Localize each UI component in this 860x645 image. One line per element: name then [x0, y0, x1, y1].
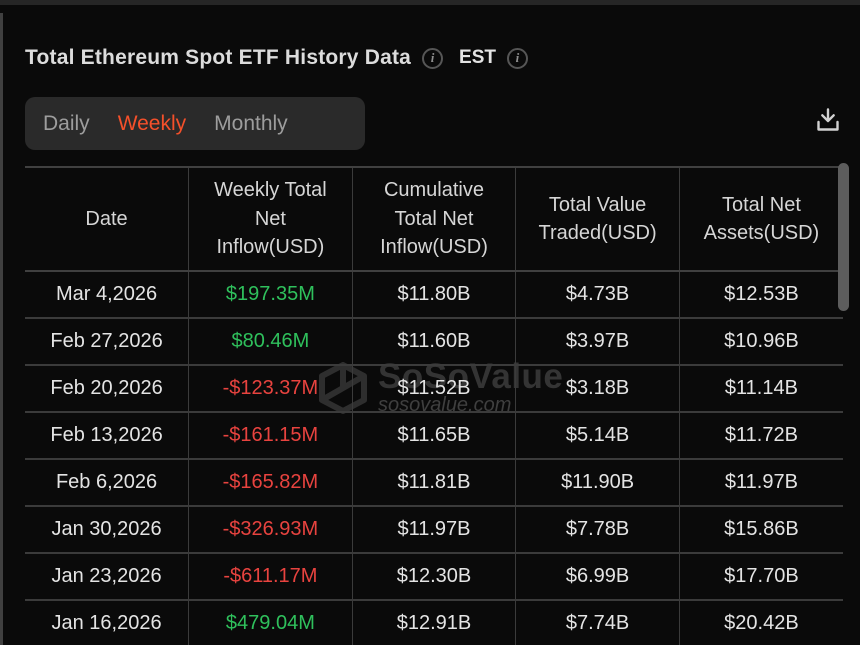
info-icon[interactable]: i: [422, 47, 444, 69]
cumulative-net-inflow-cell: $11.97B: [352, 506, 517, 554]
download-icon: [813, 105, 843, 135]
cumulative-net-inflow-cell: $11.65B: [352, 412, 517, 460]
cumulative-net-inflow-cell: $11.80B: [352, 271, 517, 319]
cumulative-net-inflow-cell: $11.52B: [352, 365, 517, 413]
cumulative-net-inflow-cell: $11.60B: [352, 318, 517, 366]
table-header: Date Weekly Total Net Inflow(USD) Cumula…: [25, 166, 843, 272]
date-cell: Mar 4,2026: [25, 271, 190, 319]
weekly-net-inflow-cell: -$326.93M: [188, 506, 353, 554]
date-cell: Jan 30,2026: [25, 506, 190, 554]
timezone-info-icon[interactable]: i: [506, 47, 528, 69]
weekly-net-inflow-cell: -$165.82M: [188, 459, 353, 507]
tab-weekly[interactable]: Weekly: [117, 111, 187, 135]
net-assets-cell: $11.14B: [679, 365, 843, 413]
net-assets-cell: $15.86B: [679, 506, 843, 554]
weekly-net-inflow-cell: -$161.15M: [188, 412, 353, 460]
column-header-net-assets: Total Net Assets(USD): [679, 166, 843, 272]
table-row: Jan 30,2026 -$326.93M $11.97B $7.78B $15.86B: [25, 506, 843, 554]
net-assets-cell: $12.53B: [679, 271, 843, 319]
date-cell: Jan 16,2026: [25, 600, 190, 645]
date-cell: Feb 6,2026: [25, 459, 190, 507]
date-cell: Feb 20,2026: [25, 365, 190, 413]
cumulative-net-inflow-cell: $12.91B: [352, 600, 517, 645]
value-traded-cell: $5.14B: [515, 412, 680, 460]
weekly-net-inflow-cell: $197.35M: [188, 271, 353, 319]
page-title: Total Ethereum Spot ETF History Data: [25, 46, 412, 69]
net-assets-cell: $11.72B: [679, 412, 843, 460]
cumulative-net-inflow-cell: $12.30B: [352, 553, 517, 601]
value-traded-cell: $7.74B: [515, 600, 680, 645]
value-traded-cell: $6.99B: [515, 553, 680, 601]
value-traded-cell: $7.78B: [515, 506, 680, 554]
value-traded-cell: $3.18B: [515, 365, 680, 413]
table-row: Feb 20,2026 -$123.37M $11.52B $3.18B $11.14B: [25, 365, 843, 413]
value-traded-cell: $3.97B: [515, 318, 680, 366]
table-row: Mar 4,2026 $197.35M $11.80B $4.73B $12.53B: [25, 271, 843, 319]
weekly-net-inflow-cell: -$123.37M: [188, 365, 353, 413]
card-header: Total Ethereum Spot ETF History Data i E…: [25, 42, 528, 74]
net-assets-cell: $17.70B: [679, 553, 843, 601]
window-left-edge: [0, 13, 3, 645]
vertical-scrollbar-thumb[interactable]: [838, 163, 849, 311]
column-header-cumulative-net-inflow: Cumulative Total Net Inflow(USD): [352, 166, 517, 272]
table-row: Jan 23,2026 -$611.17M $12.30B $6.99B $17.70B: [25, 553, 843, 601]
cumulative-net-inflow-cell: $11.81B: [352, 459, 517, 507]
table-row: Feb 27,2026 $80.46M $11.60B $3.97B $10.96B: [25, 318, 843, 366]
table-body: Mar 4,2026 $197.35M $11.80B $4.73B $12.53B Fe…: [25, 271, 843, 645]
column-header-date: Date: [25, 166, 190, 272]
table-row: Jan 16,2026 $479.04M $12.91B $7.74B $20.42B: [25, 600, 843, 645]
weekly-net-inflow-cell: $479.04M: [188, 600, 353, 645]
table-row: Feb 13,2026 -$161.15M $11.65B $5.14B $11.72B: [25, 412, 843, 460]
date-cell: Feb 13,2026: [25, 412, 190, 460]
net-assets-cell: $10.96B: [679, 318, 843, 366]
tab-daily[interactable]: Daily: [43, 111, 90, 135]
date-cell: Feb 27,2026: [25, 318, 190, 366]
value-traded-cell: $11.90B: [515, 459, 680, 507]
etf-history-table: Date Weekly Total Net Inflow(USD) Cumula…: [25, 166, 843, 645]
net-assets-cell: $20.42B: [679, 600, 843, 645]
timezone-label: EST: [459, 47, 496, 68]
weekly-net-inflow-cell: $80.46M: [188, 318, 353, 366]
column-header-value-traded: Total Value Traded(USD): [515, 166, 680, 272]
date-cell: Jan 23,2026: [25, 553, 190, 601]
window-top-edge: [0, 0, 860, 5]
period-tabs: Daily Weekly Monthly: [25, 97, 365, 150]
value-traded-cell: $4.73B: [515, 271, 680, 319]
table-row: Feb 6,2026 -$165.82M $11.81B $11.90B $11.97B: [25, 459, 843, 507]
tab-monthly[interactable]: Monthly: [214, 111, 288, 135]
weekly-net-inflow-cell: -$611.17M: [188, 553, 353, 601]
net-assets-cell: $11.97B: [679, 459, 843, 507]
download-button[interactable]: [812, 104, 844, 136]
column-header-weekly-net-inflow: Weekly Total Net Inflow(USD): [188, 166, 353, 272]
